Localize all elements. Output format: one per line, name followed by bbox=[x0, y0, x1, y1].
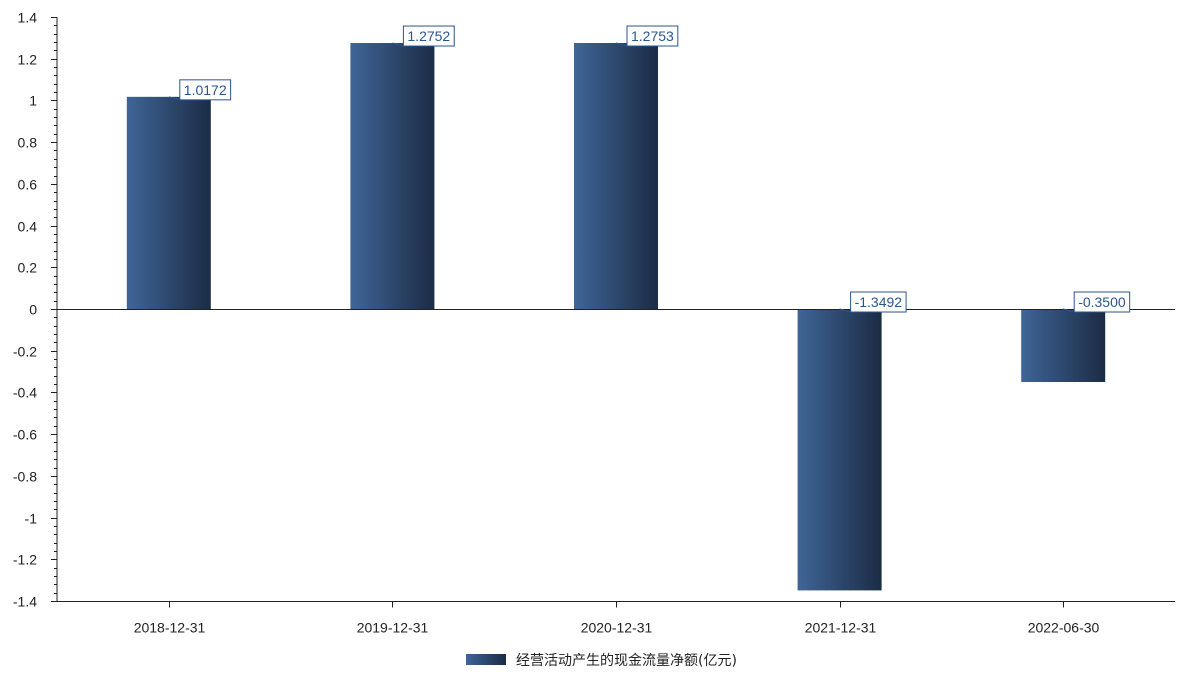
data-label-text: 1.0172 bbox=[184, 82, 227, 98]
bar bbox=[797, 309, 882, 591]
x-tick-label: 2019-12-31 bbox=[357, 620, 429, 636]
data-label: -0.3500 bbox=[1063, 291, 1131, 313]
x-axis: 2018-12-31 2019-12-31 2020-12-31 2021-12-31… bbox=[57, 601, 1175, 636]
data-label-leader bbox=[168, 96, 180, 101]
y-tick-label: -0.4 bbox=[13, 385, 37, 401]
y-tick-label: -1 bbox=[25, 511, 38, 527]
y-tick-label: 1.4 bbox=[18, 10, 38, 26]
data-label-box bbox=[626, 25, 679, 47]
x-tick-label: 2018-12-31 bbox=[134, 620, 206, 636]
y-tick-label: 0 bbox=[29, 302, 37, 318]
data-label-text: -1.3492 bbox=[855, 294, 903, 310]
data-label-leader bbox=[615, 42, 628, 47]
legend[interactable]: 经营活动产生的现金流量净额(亿元) bbox=[466, 653, 737, 669]
bar bbox=[350, 43, 435, 309]
data-label: 1.0172 bbox=[168, 79, 232, 101]
data-label-text: 1.2753 bbox=[631, 28, 674, 44]
data-labels: 1.0172 1.2752 1.2753 -1.3492 -0.3500 bbox=[168, 25, 1131, 313]
data-label: 1.2753 bbox=[615, 25, 679, 47]
y-tick-label: -1.2 bbox=[13, 552, 37, 568]
data-label: 1.2752 bbox=[392, 25, 455, 47]
bar bbox=[574, 43, 658, 310]
data-label-box bbox=[1073, 291, 1131, 313]
y-tick-label: 0.6 bbox=[18, 177, 38, 193]
data-label-box bbox=[402, 25, 455, 47]
y-axis: 1.4 1.2 1 0.8 0.6 0.4 0.2 0 -0.2 -0.4 -0.6 -0.8 -1 -1… bbox=[13, 10, 58, 610]
data-label-text: 1.2752 bbox=[407, 28, 450, 44]
y-tick-label: -0.8 bbox=[13, 469, 37, 485]
y-tick-label: 0.2 bbox=[18, 260, 38, 276]
legend-swatch bbox=[466, 654, 506, 665]
data-label-leader bbox=[839, 308, 851, 313]
x-tick-label: 2022-06-30 bbox=[1028, 620, 1100, 636]
y-tick-label: -0.6 bbox=[13, 427, 37, 443]
bar bbox=[126, 96, 211, 309]
data-label-box bbox=[179, 79, 232, 101]
data-label-leader bbox=[1063, 308, 1075, 313]
bar bbox=[1021, 309, 1106, 382]
data-label: -1.3492 bbox=[839, 291, 907, 313]
bars bbox=[126, 43, 1106, 591]
data-label-text: -0.3500 bbox=[1078, 294, 1126, 310]
x-tick-label: 2021-12-31 bbox=[805, 620, 877, 636]
legend-label: 经营活动产生的现金流量净额(亿元) bbox=[516, 653, 737, 669]
y-tick-label: -1.4 bbox=[13, 594, 37, 610]
x-tick-label: 2020-12-31 bbox=[581, 620, 653, 636]
data-label-box bbox=[850, 291, 907, 313]
y-tick-label: 0.4 bbox=[18, 219, 38, 235]
y-tick-label: 1 bbox=[29, 93, 37, 109]
data-label-leader bbox=[392, 42, 404, 47]
y-tick-label: 0.8 bbox=[18, 135, 38, 151]
y-tick-label: -0.2 bbox=[13, 344, 37, 360]
y-tick-label: 1.2 bbox=[18, 52, 38, 68]
